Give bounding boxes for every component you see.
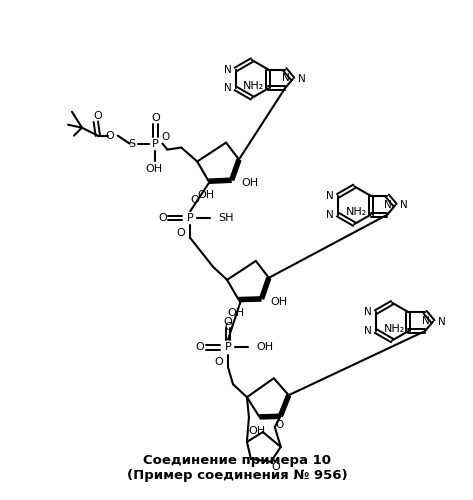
Text: Соединение примера 10: Соединение примера 10 xyxy=(143,454,331,468)
Text: N: N xyxy=(282,74,290,84)
Text: P: P xyxy=(225,342,231,352)
Text: P: P xyxy=(187,213,193,223)
Text: O: O xyxy=(94,111,102,120)
Text: N: N xyxy=(326,191,334,201)
Text: N: N xyxy=(385,200,392,210)
Text: N: N xyxy=(364,307,372,317)
Text: O: O xyxy=(162,132,170,141)
Text: OH: OH xyxy=(197,190,214,200)
Text: O: O xyxy=(224,322,233,332)
Text: S: S xyxy=(128,138,135,148)
Text: NH₂: NH₂ xyxy=(384,324,405,334)
Text: P: P xyxy=(152,138,159,148)
Text: N: N xyxy=(326,210,334,220)
Text: O: O xyxy=(196,342,205,352)
Text: NH₂: NH₂ xyxy=(346,207,367,217)
Text: OH: OH xyxy=(227,308,244,318)
Text: (Пример соединения № 956): (Пример соединения № 956) xyxy=(127,469,347,482)
Text: N: N xyxy=(438,316,446,326)
Text: OH: OH xyxy=(271,297,288,307)
Text: O: O xyxy=(151,112,160,122)
Text: O: O xyxy=(176,228,185,238)
Text: N: N xyxy=(364,326,372,336)
Text: OH: OH xyxy=(145,164,162,174)
Text: OH: OH xyxy=(256,342,273,352)
Text: O: O xyxy=(224,316,232,326)
Text: O: O xyxy=(272,462,280,472)
Text: O: O xyxy=(105,130,114,140)
Text: O: O xyxy=(158,213,167,223)
Text: NH₂: NH₂ xyxy=(243,81,264,91)
Text: N: N xyxy=(224,64,231,74)
Text: N: N xyxy=(400,200,408,210)
Text: N: N xyxy=(298,74,306,84)
Text: OH: OH xyxy=(241,178,258,188)
Text: O: O xyxy=(276,420,284,430)
Text: SH: SH xyxy=(218,213,234,223)
Text: N: N xyxy=(224,84,231,94)
Text: O: O xyxy=(190,194,199,204)
Text: OH: OH xyxy=(248,426,265,436)
Text: O: O xyxy=(214,358,223,368)
Text: N: N xyxy=(422,316,430,326)
